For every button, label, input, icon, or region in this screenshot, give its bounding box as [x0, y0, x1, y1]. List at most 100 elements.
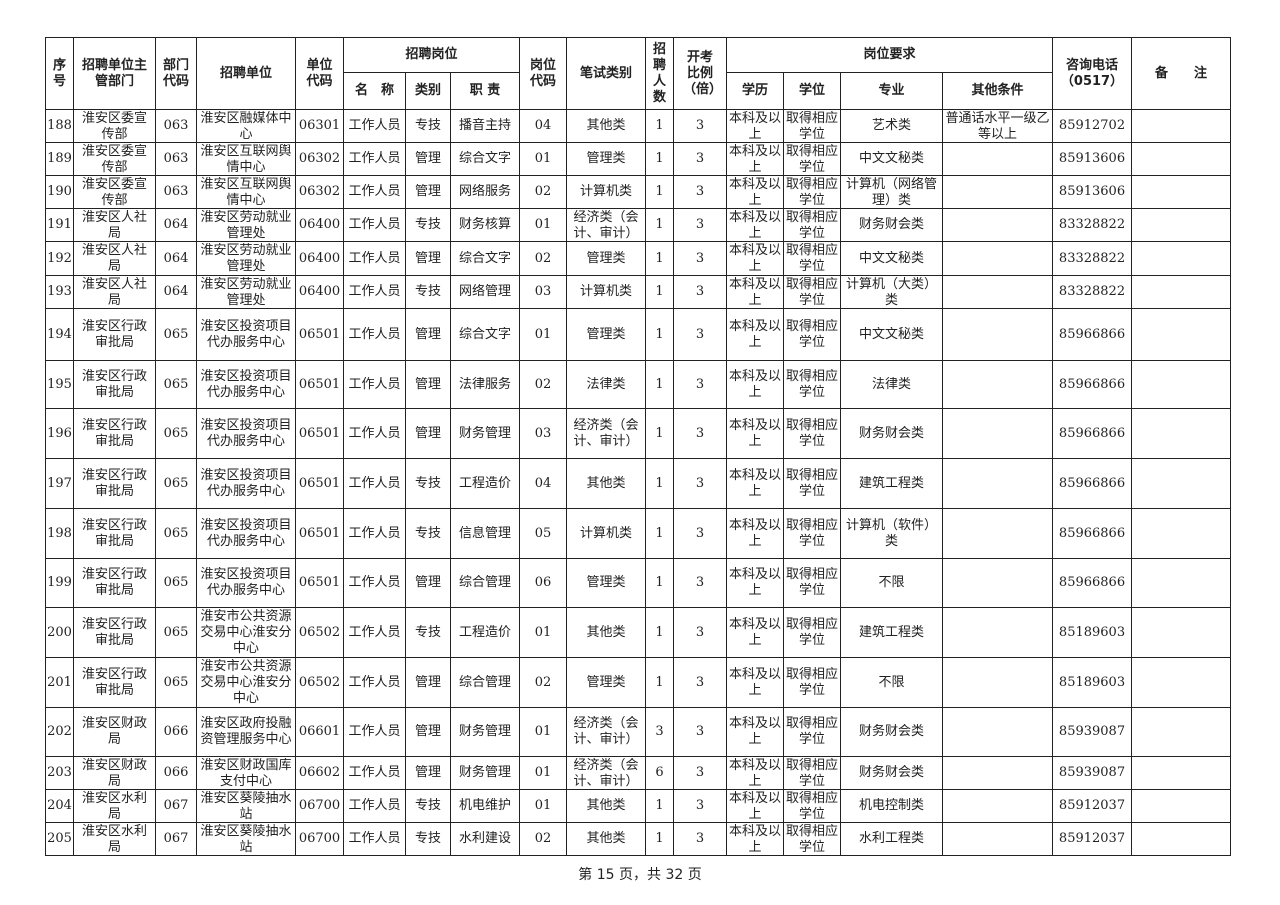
cell-unit-code: 06700 [295, 822, 344, 856]
cell-text: 02 [534, 674, 552, 690]
cell-text: 取得相应学位 [786, 276, 839, 308]
cell-unit: 淮安区投资项目代办服务中心 [196, 360, 296, 409]
cell-unit-code: 06501 [295, 408, 344, 459]
cell-text: 经济类（会计、审计） [573, 417, 639, 449]
cell-unit-code: 06601 [295, 707, 344, 757]
cell-text: 淮安区水利局 [81, 790, 147, 822]
cell-text: 205 [47, 831, 72, 846]
cell-duty: 综合管理 [450, 657, 520, 708]
cell-text: 本科及以上 [729, 666, 782, 698]
cell-text: 065 [163, 525, 189, 541]
cell-ratio: 3 [673, 458, 727, 509]
cell-text: 其他类 [586, 475, 626, 491]
cell-count: 1 [645, 308, 674, 361]
cell-edu: 本科及以上 [726, 707, 784, 757]
cell-text: 1 [655, 475, 664, 491]
cell-pos-code: 02 [519, 175, 567, 209]
cell-ratio: 3 [673, 789, 727, 823]
cell-text: 本科及以上 [729, 716, 782, 747]
cell-type: 专技 [405, 208, 451, 242]
cell-ratio: 3 [673, 109, 727, 143]
cell-text: 播音主持 [458, 118, 511, 133]
cell-exam: 其他类 [566, 458, 646, 509]
cell-text: 取得相应学位 [786, 666, 839, 698]
cell-dept: 淮安区委宣传部 [73, 109, 156, 143]
table-row: 203 淮安区财政局 066 淮安区财政国库支付中心 06602 工作人员 管理 财务管理 01… [45, 756, 1232, 790]
cell-other [941, 657, 1054, 708]
cell-text: 建筑工程类 [858, 624, 924, 640]
cell-major: 计算机（软件）类 [840, 508, 943, 559]
cell-text: 3 [695, 425, 705, 441]
cell-text: 淮安区人社局 [81, 209, 147, 241]
cell-phone: 85913606 [1052, 175, 1133, 209]
cell-type: 管理 [405, 558, 451, 608]
cell-phone: 83328822 [1052, 241, 1133, 276]
cell-text: 淮安区投资项目代办服务中心 [200, 318, 292, 350]
cell-text: 06 [534, 575, 552, 590]
cell-text: 85912037 [1058, 831, 1126, 846]
cell-type: 专技 [405, 789, 451, 823]
cell-text: 06501 [298, 575, 341, 590]
cell-name: 工作人员 [343, 408, 406, 459]
cell-text: 淮安区委宣传部 [81, 176, 147, 208]
cell-text: 85912702 [1058, 118, 1126, 133]
cell-text: 取得相应学位 [786, 567, 839, 598]
cell-text: 本科及以上 [729, 467, 782, 499]
cell-text: 02 [534, 184, 552, 199]
cell-edu: 本科及以上 [726, 308, 784, 361]
table-row: 193 淮安区人社局 064 淮安区劳动就业管理处 06400 工作人员 专技 网络管理 03 计… [45, 275, 1232, 309]
cell-other [941, 458, 1054, 509]
cell-phone: 85913606 [1052, 142, 1133, 176]
cell-seq: 201 [45, 657, 74, 708]
cell-text: 3 [695, 724, 705, 739]
cell-text: 取得相应学位 [786, 110, 839, 142]
cell-text: 1 [655, 831, 664, 846]
cell-text: 3 [695, 831, 705, 846]
cell-text: 取得相应学位 [786, 318, 839, 350]
cell-phone: 85939087 [1052, 756, 1133, 790]
cell-major: 艺术类 [840, 109, 943, 143]
cell-unit: 淮安区财政国库支付中心 [196, 756, 296, 790]
header-req-group: 岗位要求 [725, 37, 1054, 73]
cell-exam: 经济类（会计、审计） [566, 707, 646, 757]
cell-text: 85966866 [1058, 575, 1126, 590]
cell-phone: 85966866 [1052, 558, 1133, 608]
cell-text: 计算机（大类）类 [845, 276, 937, 308]
cell-edu: 本科及以上 [726, 508, 784, 559]
cell-count: 1 [645, 142, 674, 176]
cell-text: 04 [534, 118, 552, 133]
cell-dept-code: 065 [155, 408, 197, 459]
cell-text: 计算机类 [579, 284, 632, 299]
cell-text: 3 [695, 184, 705, 199]
cell-dept-code: 065 [155, 508, 197, 559]
cell-text: 淮安区水利局 [81, 823, 147, 855]
cell-text: 01 [534, 326, 552, 342]
cell-unit: 淮安区葵陵抽水站 [196, 789, 296, 823]
cell-text: 85966866 [1058, 475, 1126, 491]
cell-text: 财务管理 [458, 724, 511, 739]
table-body: 188 淮安区委宣传部 063 淮安区融媒体中心 06301 工作人员 专技 播音主持 04 其他… [45, 109, 1232, 856]
cell-text: 综合管理 [458, 674, 511, 690]
cell-text: 工作人员 [348, 724, 401, 739]
cell-dept: 淮安区行政审批局 [73, 360, 156, 409]
cell-remark [1131, 109, 1232, 143]
cell-text: 189 [47, 151, 72, 166]
cell-seq: 191 [45, 208, 74, 242]
cell-text: 本科及以上 [729, 616, 782, 648]
cell-phone: 83328822 [1052, 275, 1133, 309]
cell-other [941, 360, 1054, 409]
cell-text: 淮安区互联网舆情中心 [200, 143, 292, 175]
cell-remark [1131, 756, 1232, 790]
cell-text: 3 [695, 674, 705, 690]
cell-degree: 取得相应学位 [783, 508, 841, 559]
cell-dept: 淮安区行政审批局 [73, 607, 156, 658]
cell-text: 06301 [298, 118, 341, 133]
cell-text: 淮安区行政审批局 [81, 567, 147, 598]
cell-count: 1 [645, 607, 674, 658]
cell-seq: 203 [45, 756, 74, 790]
header-dept-code: 部门代码 [155, 37, 197, 110]
cell-dept-code: 067 [155, 822, 197, 856]
cell-text: 经济类（会计、审计） [573, 716, 639, 747]
header-edu: 学历 [726, 72, 784, 110]
cell-unit-code: 06400 [295, 208, 344, 242]
